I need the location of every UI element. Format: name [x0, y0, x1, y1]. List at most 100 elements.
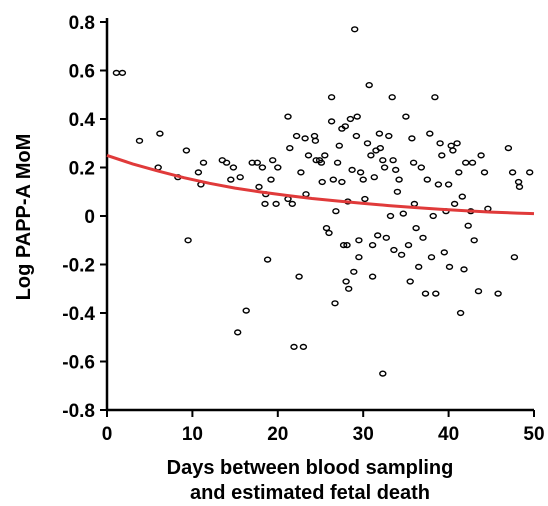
- y-axis-title: Log PAPP-A MoM: [13, 134, 35, 301]
- x-tick-label: 30: [353, 424, 374, 445]
- scatter-point: [233, 329, 242, 336]
- scatter-point: [255, 183, 263, 191]
- scatter-point: [348, 166, 356, 174]
- y-tick-label: -0.4: [62, 304, 95, 325]
- scatter-point: [460, 266, 468, 273]
- scatter-point: [236, 174, 244, 181]
- scatter-point: [322, 225, 331, 232]
- scatter-point: [253, 159, 261, 166]
- scatter-point: [376, 145, 384, 152]
- scatter-point: [353, 113, 361, 120]
- y-tick-label: 0.4: [69, 110, 96, 131]
- scatter-point: [392, 166, 400, 174]
- scatter-point: [288, 200, 296, 208]
- scatter-point: [375, 130, 384, 137]
- scatter-point: [462, 159, 470, 166]
- x-axis-title-group: Days between blood sampling and estimate…: [167, 457, 454, 504]
- scatter-point: [317, 159, 326, 166]
- trend-line-group: [106, 153, 535, 216]
- scatter-point: [297, 169, 305, 176]
- scatter-point: [118, 69, 127, 77]
- scatter-point: [368, 273, 377, 280]
- scatter-point: [284, 113, 292, 120]
- scatter-point: [427, 254, 436, 261]
- scatter-point: [397, 251, 406, 258]
- scatter-point: [515, 183, 524, 191]
- y-tick-label: 0: [84, 207, 95, 228]
- scatter-point: [329, 176, 337, 183]
- scatter-point: [346, 115, 355, 123]
- scatter-point: [409, 159, 418, 166]
- scatter-point: [385, 132, 393, 140]
- scatter-point: [408, 135, 416, 142]
- scatter-point: [374, 232, 382, 239]
- scatter-point: [510, 254, 519, 261]
- scatter-point: [156, 130, 164, 137]
- scatter-point: [367, 152, 375, 159]
- scatter-point: [470, 237, 478, 244]
- scatter-point: [423, 176, 431, 183]
- scatter-point: [432, 290, 440, 297]
- scatter-point: [295, 273, 303, 280]
- scatter-point: [327, 118, 336, 125]
- x-axis-title-line-2: and estimated fetal death: [190, 482, 430, 504]
- scatter-point: [310, 132, 319, 140]
- scatter-point: [290, 343, 298, 351]
- scatter-point: [393, 188, 402, 195]
- scatter-point: [447, 142, 455, 149]
- scatter-point: [399, 210, 407, 217]
- scatter-point: [258, 164, 267, 171]
- scatter-point: [199, 159, 208, 166]
- scatter-point: [390, 246, 398, 254]
- scatter-point: [395, 176, 403, 183]
- scatter-point: [419, 234, 427, 241]
- scatter-point: [350, 268, 358, 275]
- scatter-point: [194, 169, 203, 176]
- x-tick-label: 50: [523, 424, 544, 445]
- scatter-point: [436, 140, 444, 147]
- scatter-point: [327, 94, 336, 101]
- y-tick-label: -0.8: [62, 401, 95, 422]
- scatter-point: [445, 263, 454, 271]
- x-axis-title-line-1: Days between blood sampling: [167, 457, 454, 479]
- scatter-point: [248, 159, 256, 166]
- y-tick-label: 0.8: [69, 13, 95, 34]
- scatter-point: [335, 142, 343, 149]
- y-tick-label: -0.6: [62, 353, 95, 374]
- scatter-point: [339, 242, 348, 249]
- scatter-point: [363, 140, 372, 147]
- scatter-point: [222, 159, 231, 166]
- axes: 0.8 0.6 0.4 0.2 0 -0.2 -0.4 -0.6 -0.8 0 10 20 30 40 50: [62, 13, 544, 445]
- scatter-point: [274, 164, 282, 171]
- scatter-point: [449, 147, 457, 154]
- scatter-point: [410, 200, 419, 208]
- scatter-point: [286, 145, 294, 152]
- scatter-point: [263, 256, 272, 263]
- scatter-point: [417, 164, 425, 171]
- scatter-point: [321, 152, 329, 159]
- scatter-point: [514, 178, 523, 186]
- scatter-point: [508, 169, 517, 176]
- scatter-point: [269, 157, 277, 164]
- x-tick-label: 40: [438, 424, 459, 445]
- scatter-point: [368, 242, 377, 249]
- scatter-point: [412, 225, 420, 232]
- scatter-point: [332, 208, 340, 215]
- scatter-point: [341, 123, 349, 130]
- scatter-point: [456, 309, 465, 317]
- scatter-point: [338, 178, 346, 186]
- scatter-point: [438, 152, 446, 159]
- scatter-point: [352, 132, 361, 140]
- scatter-point: [359, 176, 367, 183]
- scatter-point: [331, 300, 339, 307]
- scatter-point: [227, 176, 235, 183]
- scatter-point: [450, 200, 459, 208]
- scatter-point: [504, 145, 513, 152]
- scatter-point: [406, 278, 414, 285]
- scatter-point: [135, 137, 144, 144]
- scatter-point: [355, 254, 363, 261]
- y-tick-label: 0.2: [69, 159, 95, 180]
- scatter-point: [494, 290, 502, 297]
- scatter-point: [434, 181, 443, 188]
